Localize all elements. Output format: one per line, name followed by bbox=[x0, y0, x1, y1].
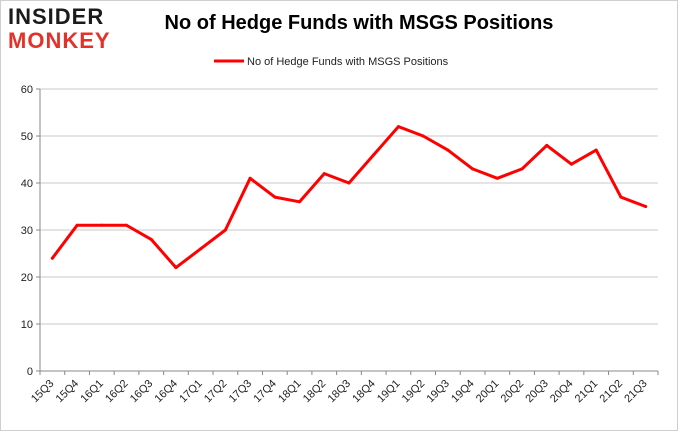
x-tick-label-15Q4: 15Q4 bbox=[54, 378, 82, 406]
y-tick-label-30: 30 bbox=[21, 225, 33, 237]
data-point-20Q4 bbox=[569, 162, 573, 166]
data-point-18Q4 bbox=[372, 153, 376, 157]
y-tick-label-20: 20 bbox=[21, 272, 33, 284]
x-tick-label-19Q1: 19Q1 bbox=[375, 378, 403, 406]
data-point-18Q3 bbox=[347, 181, 351, 185]
series-line-0 bbox=[50, 125, 648, 270]
legend: No of Hedge Funds with MSGS Positions bbox=[214, 56, 449, 68]
x-tick-label-20Q4: 20Q4 bbox=[548, 378, 576, 406]
axes bbox=[36, 88, 659, 375]
data-point-16Q4 bbox=[174, 266, 178, 270]
logo-text-bottom: MONKEY bbox=[8, 28, 111, 53]
data-point-17Q3 bbox=[248, 176, 252, 180]
x-tick-label-17Q1: 17Q1 bbox=[177, 378, 205, 406]
y-tick-label-60: 60 bbox=[21, 84, 33, 96]
data-point-15Q3 bbox=[50, 256, 54, 260]
data-point-20Q1 bbox=[495, 176, 499, 180]
data-point-18Q1 bbox=[298, 200, 302, 204]
x-tick-label-16Q2: 16Q2 bbox=[103, 378, 131, 406]
series-lines bbox=[50, 125, 648, 270]
x-tick-label-21Q1: 21Q1 bbox=[573, 378, 601, 406]
chart-title: No of Hedge Funds with MSGS Positions bbox=[164, 12, 554, 34]
data-point-19Q3 bbox=[446, 148, 450, 152]
x-tick-label-16Q4: 16Q4 bbox=[153, 378, 181, 406]
data-point-17Q2 bbox=[223, 228, 227, 232]
data-point-16Q1 bbox=[100, 223, 104, 227]
y-tick-label-40: 40 bbox=[21, 178, 33, 190]
data-point-20Q3 bbox=[545, 143, 549, 147]
legend-label: No of Hedge Funds with MSGS Positions bbox=[247, 56, 449, 68]
x-tick-labels: 15Q315Q416Q116Q216Q316Q417Q117Q217Q317Q4… bbox=[29, 378, 650, 406]
insider-monkey-logo: INSIDER MONKEY bbox=[8, 6, 126, 52]
x-tick-label-20Q1: 20Q1 bbox=[474, 378, 502, 406]
data-point-19Q2 bbox=[421, 134, 425, 138]
y-tick-label-50: 50 bbox=[21, 131, 33, 143]
data-point-16Q3 bbox=[149, 237, 153, 241]
data-point-20Q2 bbox=[520, 167, 524, 171]
x-tick-label-16Q1: 16Q1 bbox=[78, 378, 106, 406]
data-point-19Q4 bbox=[471, 167, 475, 171]
y-tick-labels: 0 10 20 30 40 50 60 bbox=[21, 84, 33, 378]
data-point-21Q2 bbox=[619, 195, 623, 199]
y-tick-label-10: 10 bbox=[21, 319, 33, 331]
data-point-17Q4 bbox=[273, 195, 277, 199]
x-tick-label-19Q4: 19Q4 bbox=[449, 378, 477, 406]
data-point-21Q3 bbox=[644, 205, 648, 208]
data-point-15Q4 bbox=[75, 223, 79, 227]
x-tick-label-20Q2: 20Q2 bbox=[499, 378, 527, 406]
data-point-19Q1 bbox=[396, 125, 400, 129]
x-tick-label-19Q2: 19Q2 bbox=[400, 378, 428, 406]
data-point-17Q1 bbox=[199, 247, 203, 251]
x-tick-label-21Q3: 21Q3 bbox=[622, 378, 650, 406]
x-tick-label-15Q3: 15Q3 bbox=[29, 378, 57, 406]
x-tick-label-17Q2: 17Q2 bbox=[202, 378, 230, 406]
x-tick-label-21Q2: 21Q2 bbox=[598, 378, 626, 406]
x-tick-label-17Q3: 17Q3 bbox=[227, 378, 255, 406]
x-tick-label-20Q3: 20Q3 bbox=[523, 378, 551, 406]
y-tick-label-0: 0 bbox=[27, 366, 33, 378]
data-point-21Q1 bbox=[594, 148, 598, 152]
data-point-16Q2 bbox=[125, 223, 129, 227]
x-tick-label-17Q4: 17Q4 bbox=[251, 378, 279, 406]
data-point-18Q2 bbox=[322, 172, 326, 176]
gridlines bbox=[40, 88, 658, 325]
x-tick-label-18Q2: 18Q2 bbox=[301, 378, 329, 406]
x-tick-label-18Q1: 18Q1 bbox=[276, 378, 304, 406]
logo-text-top: INSIDER bbox=[8, 4, 105, 29]
x-tick-label-18Q3: 18Q3 bbox=[326, 378, 354, 406]
x-tick-label-19Q3: 19Q3 bbox=[424, 378, 452, 406]
x-tick-label-16Q3: 16Q3 bbox=[128, 378, 156, 406]
x-tick-label-18Q4: 18Q4 bbox=[350, 378, 378, 406]
